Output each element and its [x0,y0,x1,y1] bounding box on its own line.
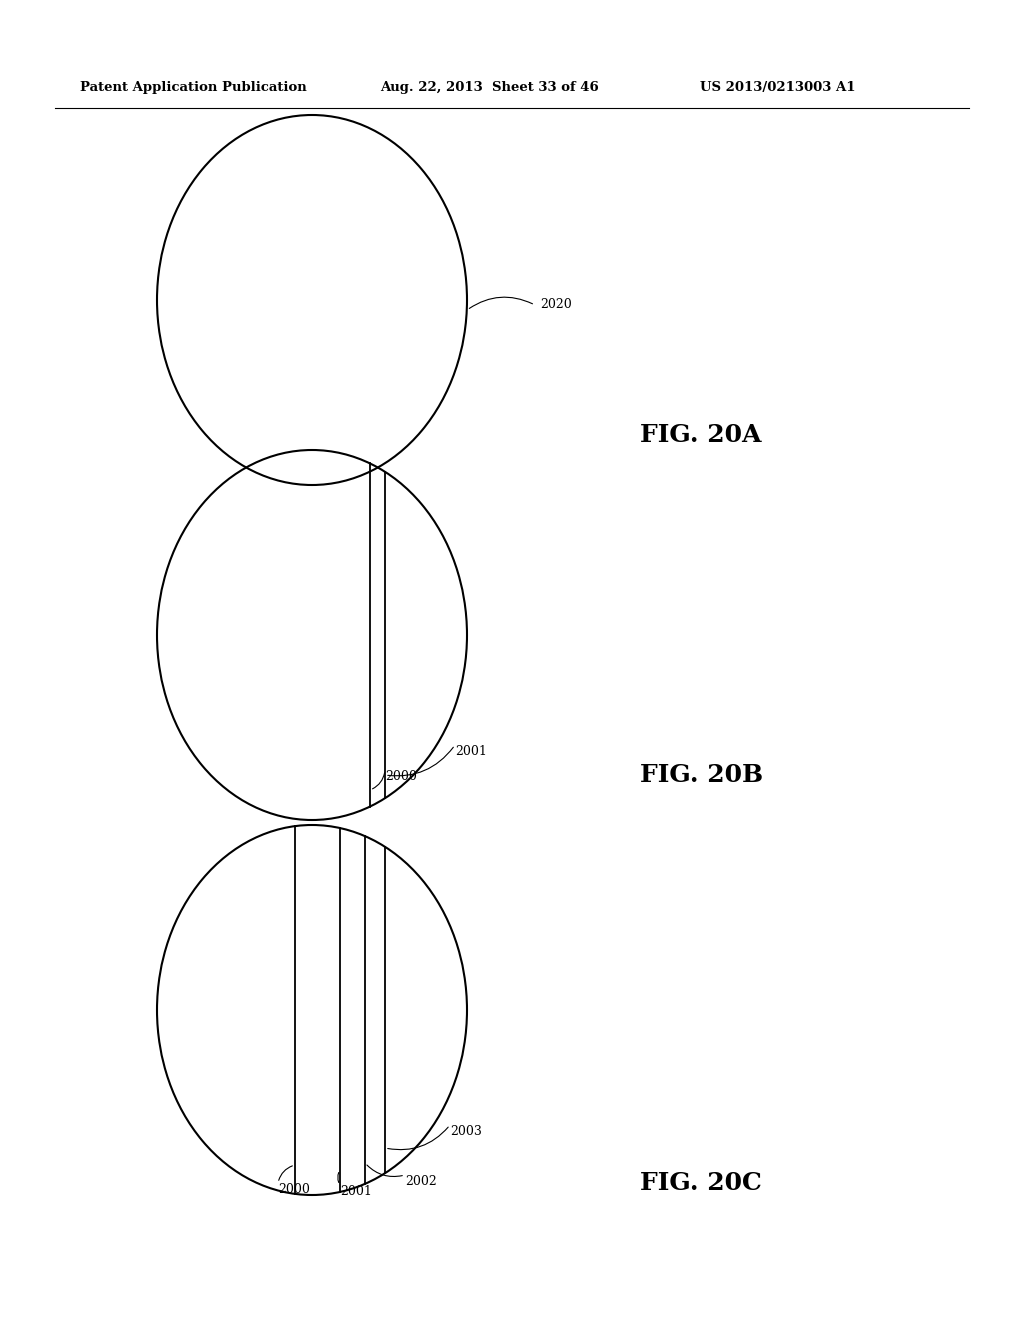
Text: 2000: 2000 [385,770,417,783]
Text: US 2013/0213003 A1: US 2013/0213003 A1 [700,82,855,95]
Text: Patent Application Publication: Patent Application Publication [80,82,307,95]
Text: 2000: 2000 [278,1183,310,1196]
Text: 2003: 2003 [450,1125,482,1138]
Text: Aug. 22, 2013  Sheet 33 of 46: Aug. 22, 2013 Sheet 33 of 46 [380,82,599,95]
Text: FIG. 20A: FIG. 20A [640,422,762,447]
Text: FIG. 20C: FIG. 20C [640,1171,762,1195]
Text: FIG. 20B: FIG. 20B [640,763,763,787]
Text: 2001: 2001 [340,1185,372,1199]
Text: 2002: 2002 [406,1175,437,1188]
Text: 2001: 2001 [455,744,486,758]
Text: 2020: 2020 [540,298,571,312]
